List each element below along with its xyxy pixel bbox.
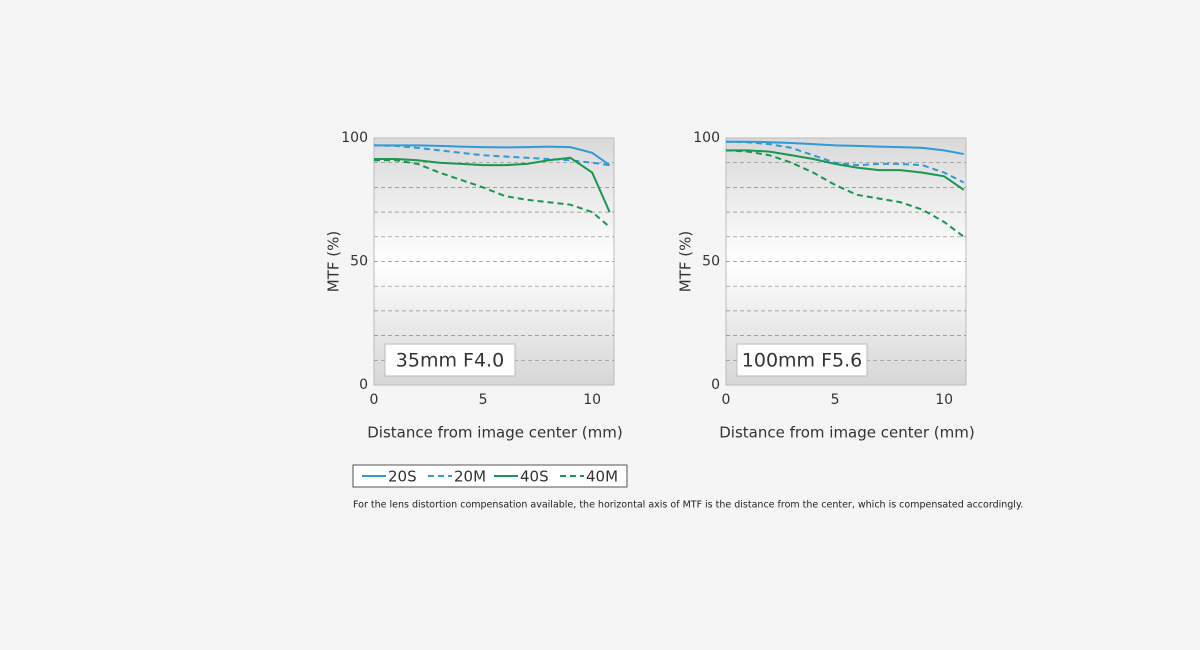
y-tick-label: 50 bbox=[350, 254, 368, 270]
y-tick-label: 100 bbox=[693, 130, 720, 146]
legend-box bbox=[352, 464, 628, 488]
x-axis-label: Distance from image center (mm) bbox=[367, 424, 622, 442]
legend-label: 40M bbox=[586, 468, 618, 486]
x-tick-label: 5 bbox=[831, 392, 840, 408]
series-line: 20S bbox=[374, 144, 611, 166]
legend-label: 20S bbox=[388, 468, 417, 486]
y-tick-label: 100 bbox=[341, 130, 368, 146]
x-tick-label: 0 bbox=[722, 392, 731, 408]
y-axis-label: MTF (%) bbox=[325, 231, 343, 292]
x-axis-label: Distance from image center (mm) bbox=[719, 424, 974, 442]
legend-label: 40S bbox=[520, 468, 549, 486]
panel-label-box bbox=[384, 343, 516, 377]
panel-label-box bbox=[736, 343, 868, 377]
x-tick-label: 5 bbox=[479, 392, 488, 408]
x-tick-label: 10 bbox=[935, 392, 953, 408]
panel-label: 35mm F4.0 bbox=[396, 350, 504, 372]
y-tick-label: 0 bbox=[711, 377, 720, 393]
series-line: 40M bbox=[374, 159, 611, 228]
footnote: For the lens distortion compensation ava… bbox=[353, 500, 1023, 511]
panel-label: 100mm F5.6 bbox=[742, 350, 862, 372]
series-line: 20M bbox=[725, 140, 965, 184]
legend-label: 20M bbox=[454, 468, 486, 486]
y-tick-label: 0 bbox=[359, 377, 368, 393]
series-line: 40S bbox=[374, 156, 611, 213]
y-tick-label: 50 bbox=[702, 254, 720, 270]
series-line: 40M bbox=[725, 149, 965, 238]
y-axis-label: MTF (%) bbox=[677, 231, 695, 292]
x-tick-label: 10 bbox=[583, 392, 601, 408]
series-line: 20S bbox=[726, 140, 965, 156]
series-line: 40S bbox=[726, 149, 965, 191]
x-tick-label: 0 bbox=[370, 392, 379, 408]
